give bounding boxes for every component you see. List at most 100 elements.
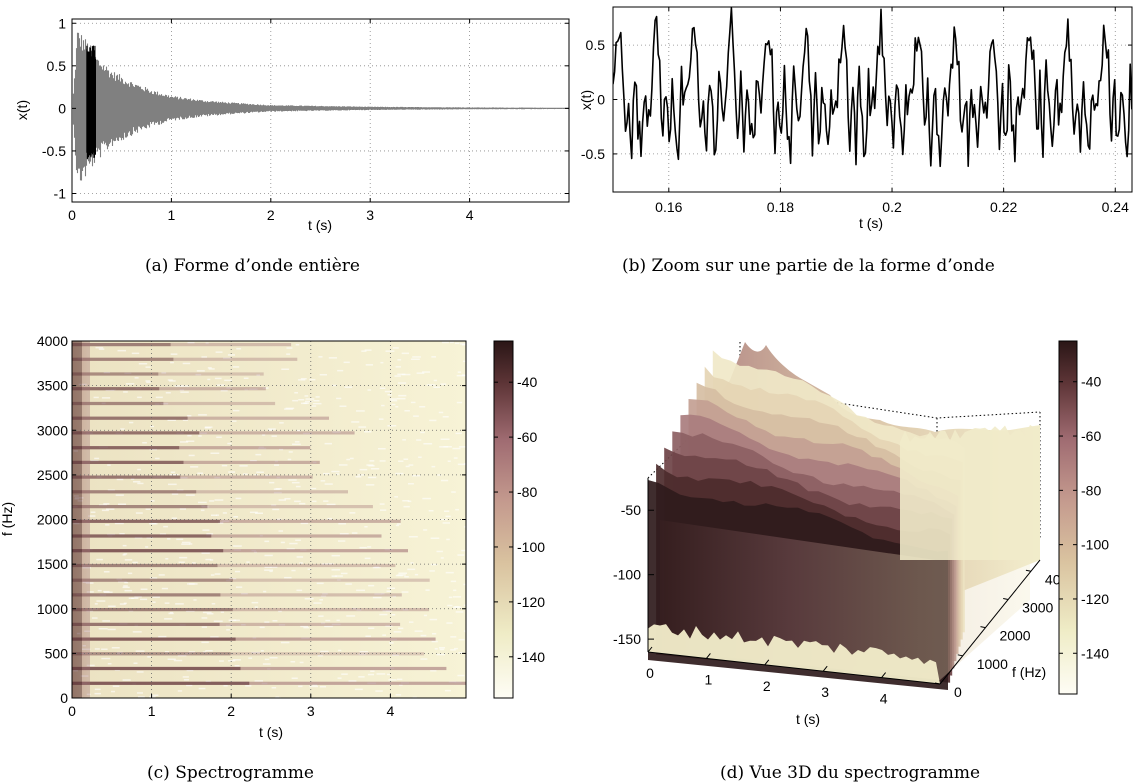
noise-speck	[315, 396, 320, 398]
noise-speck	[304, 598, 314, 600]
panel-c-xlabel: t (s)	[259, 724, 283, 740]
noise-speck	[309, 685, 318, 688]
noise-speck	[295, 485, 301, 488]
noise-speck	[320, 480, 326, 482]
noise-speck	[110, 388, 117, 391]
noise-speck	[454, 606, 460, 608]
noise-speck	[288, 451, 293, 453]
noise-speck	[262, 663, 271, 665]
noise-speck	[416, 439, 422, 441]
noise-speck	[103, 503, 110, 505]
y-tick-label: -0.5	[42, 143, 66, 159]
noise-speck	[264, 658, 270, 661]
noise-speck	[225, 624, 232, 627]
x-tick-label: 1	[705, 671, 713, 687]
noise-speck	[146, 536, 153, 539]
noise-speck	[393, 631, 402, 633]
noise-speck	[199, 432, 207, 434]
noise-speck	[176, 538, 184, 541]
noise-speck	[334, 575, 343, 577]
noise-speck	[411, 475, 421, 477]
harmonic-line-strong	[72, 431, 200, 435]
noise-speck	[213, 620, 223, 622]
noise-speck	[433, 386, 441, 388]
noise-speck	[278, 499, 286, 501]
noise-speck	[326, 503, 336, 506]
noise-speck	[375, 690, 383, 692]
noise-speck	[441, 479, 449, 482]
noise-speck	[378, 418, 384, 420]
noise-speck	[137, 468, 141, 471]
noise-speck	[167, 419, 176, 421]
harmonic-line-strong	[72, 608, 233, 612]
noise-speck	[146, 381, 151, 384]
noise-speck	[102, 620, 110, 622]
noise-speck	[133, 481, 141, 483]
noise-speck	[202, 611, 212, 614]
x-tick-label: 2	[227, 703, 235, 719]
noise-speck	[278, 530, 283, 532]
noise-speck	[101, 397, 111, 399]
noise-speck	[372, 596, 382, 599]
noise-speck	[463, 360, 466, 363]
noise-speck	[98, 348, 105, 350]
noise-speck	[273, 491, 282, 494]
noise-speck	[446, 538, 450, 541]
panel-d: 0123401000200030004000-50-100-150 t (s) …	[613, 340, 1109, 783]
noise-speck	[403, 458, 409, 460]
harmonic-line	[72, 357, 298, 361]
noise-speck	[378, 448, 386, 450]
noise-speck	[180, 391, 189, 393]
noise-speck	[380, 509, 387, 511]
noise-speck	[186, 669, 194, 672]
noise-speck	[178, 561, 185, 563]
x-tick-label: 1	[148, 703, 156, 719]
noise-speck	[300, 522, 309, 525]
noise-speck	[414, 573, 419, 576]
noise-speck	[401, 373, 411, 376]
noise-speck	[232, 659, 241, 661]
noise-speck	[307, 568, 311, 570]
noise-speck	[349, 457, 354, 460]
harmonic-line-strong	[72, 372, 159, 376]
noise-speck	[398, 394, 407, 397]
noise-speck	[300, 625, 308, 628]
noise-speck	[95, 346, 104, 349]
x-tick-label: 0.18	[767, 199, 794, 215]
noise-speck	[218, 521, 224, 524]
x-tick	[822, 665, 828, 672]
noise-speck	[182, 419, 188, 421]
noise-speck	[298, 685, 303, 688]
noise-speck	[296, 556, 304, 558]
noise-speck	[392, 654, 400, 656]
colorbar-tick-label: -80	[1081, 482, 1101, 498]
harmonic-line-strong	[72, 446, 180, 450]
surface-floor-fringe	[648, 624, 940, 684]
noise-speck	[140, 598, 148, 601]
noise-speck	[115, 494, 124, 496]
noise-speck	[181, 541, 191, 544]
z-tick-label: -150	[613, 631, 641, 647]
noise-speck	[150, 425, 154, 428]
y-tick-label: 3000	[1022, 599, 1053, 615]
noise-speck	[198, 414, 207, 416]
noise-speck	[410, 562, 414, 564]
noise-speck	[94, 457, 100, 460]
noise-speck	[465, 394, 466, 396]
panel-d-ticks: 0123401000200030004000-50-100-150	[613, 502, 1076, 706]
noise-speck	[220, 611, 224, 613]
noise-speck	[187, 342, 195, 344]
noise-speck	[105, 389, 115, 391]
noise-speck	[258, 447, 267, 450]
noise-speck	[123, 585, 128, 587]
y-tick-label: 0.5	[47, 58, 67, 74]
noise-speck	[284, 408, 293, 410]
noise-speck	[125, 383, 135, 385]
noise-speck	[136, 671, 144, 673]
noise-speck	[463, 604, 466, 606]
noise-speck	[86, 693, 91, 696]
x-tick-label: 0	[646, 665, 654, 681]
noise-speck	[88, 515, 96, 517]
noise-speck	[270, 566, 278, 568]
harmonic-line	[72, 401, 276, 406]
